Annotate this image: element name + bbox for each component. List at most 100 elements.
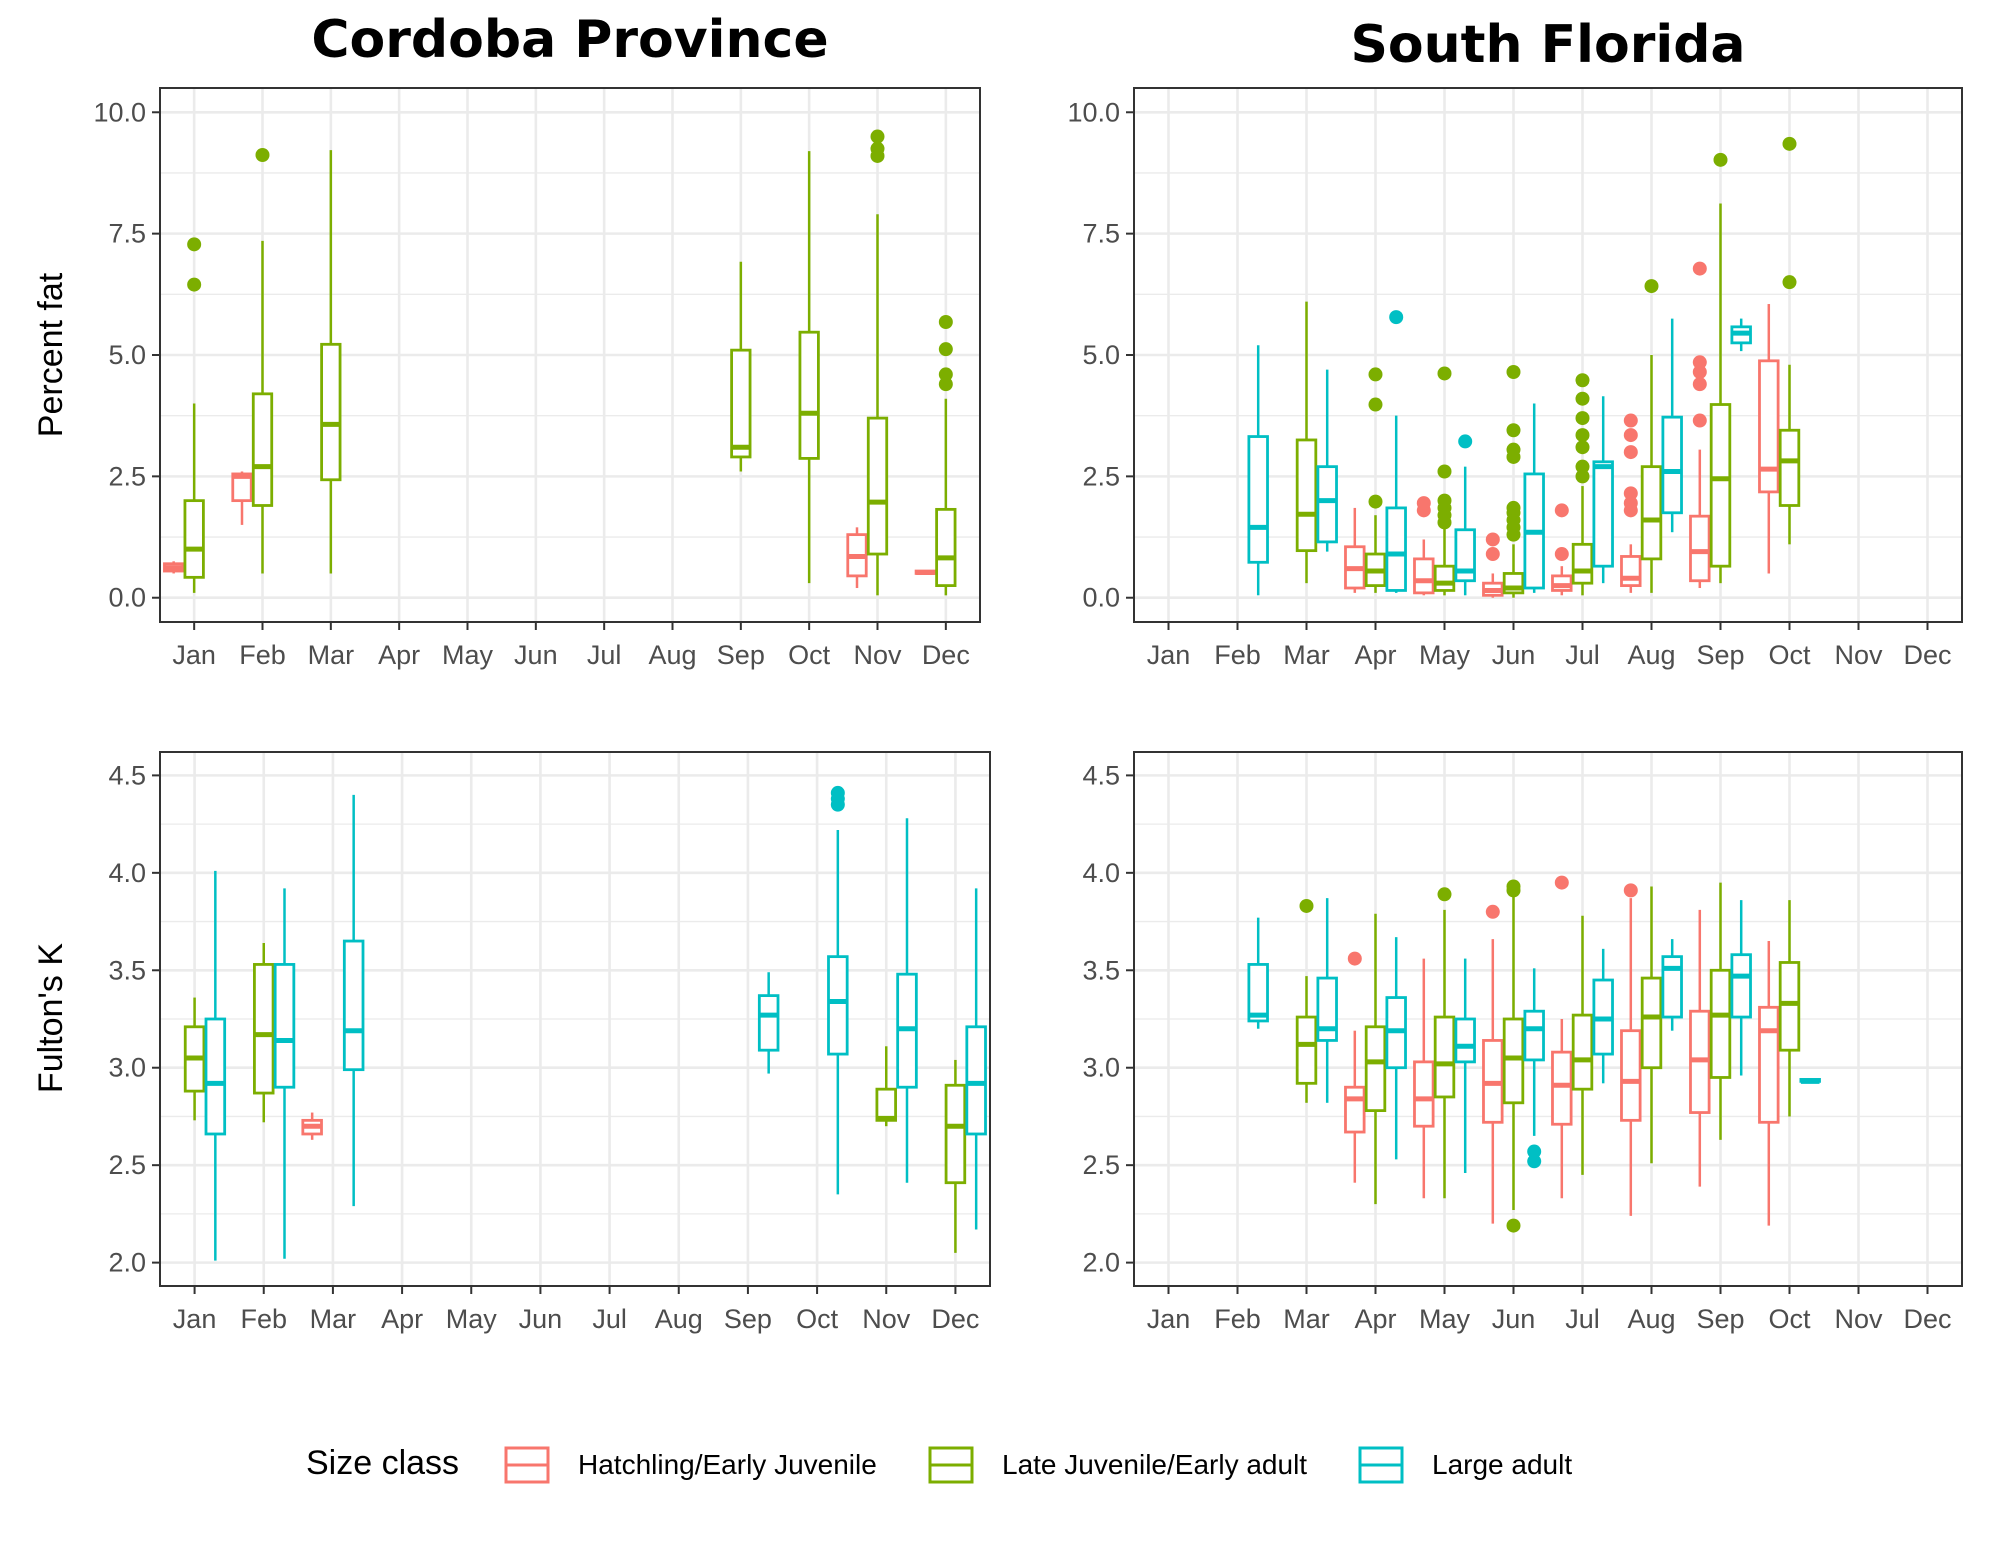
x-tick-label-oct: Oct <box>796 1304 839 1334</box>
y-tick-label: 7.5 <box>108 219 146 249</box>
box-may-hatchling <box>1413 496 1435 596</box>
box-iqr <box>1661 955 1683 1019</box>
box-iqr <box>183 499 205 579</box>
outlier-point <box>1692 355 1707 370</box>
outlier-point <box>1692 377 1707 392</box>
x-tick-label-oct: Oct <box>1768 640 1811 670</box>
x-tick-label-sep: Sep <box>724 1304 772 1334</box>
box-jun-hatchling <box>1482 904 1504 1224</box>
box-iqr <box>1364 1025 1387 1112</box>
x-tick-label-apr: Apr <box>381 1304 423 1334</box>
outlier-point <box>1623 486 1638 501</box>
x-tick-label-jul: Jul <box>1565 1304 1600 1334</box>
x-tick-label-jan: Jan <box>173 1304 217 1334</box>
box-sep-large-adult <box>1730 318 1752 352</box>
x-tick-label-nov: Nov <box>1834 640 1883 670</box>
box-iqr <box>875 1087 897 1122</box>
box-iqr <box>798 330 820 460</box>
outlier-point <box>1347 951 1362 966</box>
x-tick-label-dec: Dec <box>1903 640 1951 670</box>
outlier-point <box>255 147 270 162</box>
box-aug-hatchling <box>1620 413 1642 593</box>
outlier-point <box>1437 887 1452 902</box>
x-tick-label-dec: Dec <box>1903 1304 1951 1334</box>
box-iqr <box>251 392 274 507</box>
x-tick-label-may: May <box>442 640 494 670</box>
box-aug-late-juvenile <box>1640 886 1663 1164</box>
x-tick-label-feb: Feb <box>1214 640 1261 670</box>
outlier-point <box>1506 1218 1521 1233</box>
x-tick-label-oct: Oct <box>788 640 831 670</box>
outlier-point <box>1782 275 1797 290</box>
x-tick-label-feb: Feb <box>240 1304 287 1334</box>
outlier-point <box>870 129 885 144</box>
box-iqr <box>1709 403 1732 568</box>
box-nov-late-juvenile <box>866 129 889 596</box>
outlier-point <box>938 342 953 357</box>
box-jan-hatchling <box>163 561 185 574</box>
panel-florida-fat: 0.0 2.5 5.0 7.5 10.0 Jan Feb Mar Apr May Jun Jul Aug… <box>1067 87 1963 670</box>
box-may-large-adult <box>1454 434 1476 596</box>
x-tick-label-apr: Apr <box>1354 640 1396 670</box>
outlier-point <box>1458 434 1473 449</box>
box-iqr <box>1523 1009 1545 1062</box>
outlier-point <box>1389 310 1404 325</box>
box-apr-late-juvenile <box>1364 367 1387 593</box>
x-tick-label-apr: Apr <box>1354 1304 1396 1334</box>
x-tick-label-aug: Aug <box>1627 1304 1675 1334</box>
x-tick-label-dec: Dec <box>931 1304 979 1334</box>
box-iqr <box>1620 555 1642 587</box>
y-tick-label: 4.5 <box>108 760 146 790</box>
box-jul-large-adult <box>1592 948 1614 1084</box>
outlier-point <box>1527 1144 1542 1159</box>
col-title-south-florida: South Florida <box>1350 15 1745 75</box>
x-tick-label-jun: Jun <box>1492 1304 1536 1334</box>
y-tick-label: 3.5 <box>108 955 146 985</box>
outlier-point <box>1692 261 1707 276</box>
box-mar-late-juvenile <box>320 150 342 574</box>
outlier-point <box>1623 413 1638 428</box>
x-tick-label-jan: Jan <box>1147 640 1191 670</box>
box-dec-hatchling <box>914 569 936 575</box>
box-jun-large-adult <box>1523 403 1545 593</box>
outlier-point <box>830 785 845 800</box>
box-sep-hatchling <box>1689 261 1711 589</box>
x-tick-label-may: May <box>1419 1304 1471 1334</box>
box-iqr <box>1433 1015 1456 1099</box>
x-tick-label-sep: Sep <box>1696 1304 1744 1334</box>
box-mar-large-adult <box>342 794 365 1207</box>
y-tick-label: 5.0 <box>108 340 146 370</box>
box-mar-large-adult <box>1316 369 1338 552</box>
panel-border <box>1133 751 1963 1287</box>
panel-florida-k: 2.0 2.5 3.0 3.5 4.0 4.5 Jan Feb Mar Apr May Jun Jul A… <box>1082 751 1963 1334</box>
outlier-point <box>1506 879 1521 894</box>
box-iqr <box>1758 359 1780 494</box>
box-dec-large-adult <box>965 888 987 1230</box>
box-iqr <box>1385 506 1407 592</box>
ylabel-percent-fat: Percent fat <box>32 272 70 437</box>
box-apr-large-adult <box>1385 310 1407 593</box>
box-iqr <box>1295 438 1318 553</box>
box-jun-large-adult <box>1523 968 1545 1169</box>
box-nov-large-adult <box>896 818 918 1183</box>
outlier-point <box>1506 364 1521 379</box>
y-tick-label: 0.0 <box>1082 583 1120 613</box>
box-feb-hatchling <box>231 471 253 525</box>
box-jan-late-juvenile <box>183 997 206 1121</box>
box-iqr <box>827 955 849 1056</box>
x-tick-label-mar: Mar <box>1283 640 1330 670</box>
box-oct-late-juvenile <box>1778 900 1801 1117</box>
box-sep-hatchling <box>1689 909 1711 1187</box>
outlier-point <box>1623 445 1638 460</box>
outlier-point <box>1437 493 1452 508</box>
x-tick-label-jan: Jan <box>172 640 216 670</box>
box-mar-late-juvenile <box>1295 898 1318 1103</box>
box-aug-large-adult <box>1661 318 1683 533</box>
x-tick-label-mar: Mar <box>308 640 355 670</box>
box-iqr <box>1730 953 1752 1019</box>
box-may-late-juvenile <box>1433 887 1456 1199</box>
panel-border <box>159 751 991 1287</box>
box-iqr <box>1344 1085 1366 1134</box>
y-tick-label: 2.0 <box>108 1248 146 1278</box>
y-tick-label: 3.0 <box>108 1053 146 1083</box>
